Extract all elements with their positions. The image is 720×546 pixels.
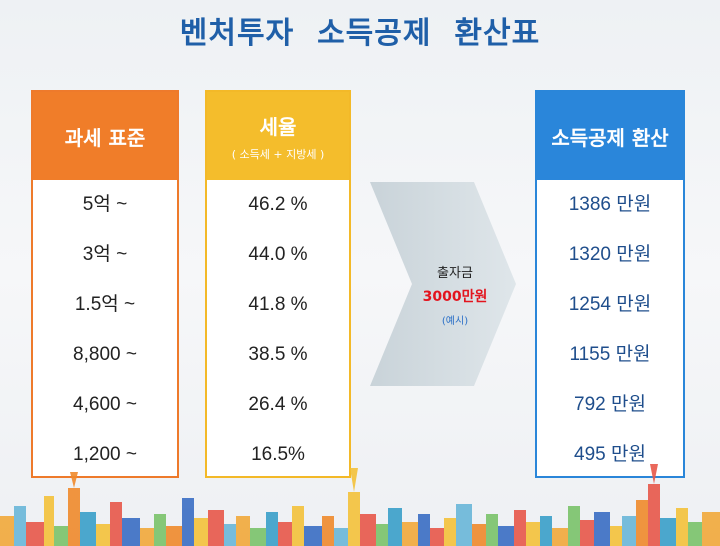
tax-base-row: 8,800 ~: [73, 344, 137, 365]
tax-rate-column: 세율 ( 소득세 + 지방세 ) 46.2 % 44.0 % 41.8 % 38…: [205, 90, 351, 478]
tax-base-header: 과세 표준: [33, 92, 177, 180]
tax-base-row: 1,200 ~: [73, 444, 137, 465]
tax-base-row: 4,600 ~: [73, 394, 137, 415]
tax-base-column: 과세 표준 5억 ~ 3억 ~ 1.5억 ~ 8,800 ~ 4,600 ~ 1…: [31, 90, 179, 478]
deduction-header: 소득공제 환산: [537, 92, 683, 180]
deduction-row: 495 만원: [574, 444, 646, 465]
tax-rate-row: 26.4 %: [248, 394, 308, 415]
tax-base-row: 3억 ~: [82, 244, 128, 265]
tax-rate-row: 38.5 %: [248, 344, 308, 365]
tax-base-row: 5억 ~: [82, 194, 128, 215]
tax-rate-row: 41.8 %: [248, 294, 308, 315]
deduction-row: 1254 만원: [568, 294, 652, 315]
page-title: 벤처투자 소득공제 환산표: [179, 16, 541, 51]
tax-base-row: 1.5억 ~: [74, 294, 136, 315]
deduction-column: 소득공제 환산 1386 만원 1320 만원 1254 만원 1155 만원 …: [535, 90, 685, 478]
deduction-row: 1320 만원: [568, 244, 652, 265]
investment-amount: 3000만원: [422, 289, 488, 305]
tax-rate-header: 세율 ( 소득세 + 지방세 ): [207, 92, 349, 180]
tax-rate-header-label: 세율: [259, 114, 297, 139]
city-skyline-illustration: [0, 464, 720, 546]
tax-rate-row: 44.0 %: [248, 244, 308, 265]
deduction-row: 792 만원: [574, 394, 646, 415]
example-note: (예시): [441, 316, 469, 327]
investment-label: 출자금: [437, 266, 473, 281]
tax-rate-row: 46.2 %: [248, 194, 308, 215]
tax-base-header-label: 과세 표준: [64, 125, 146, 150]
chevron-arrow: 출자금 3000만원 (예시): [370, 182, 518, 386]
deduction-header-label: 소득공제 환산: [551, 125, 669, 150]
deduction-row: 1386 만원: [568, 194, 652, 215]
deduction-row: 1155 만원: [569, 344, 651, 365]
chevron-arrow-icon: [370, 182, 516, 386]
tax-rate-row: 16.5%: [251, 444, 305, 465]
tax-rate-header-sub: ( 소득세 + 지방세 ): [231, 147, 325, 161]
